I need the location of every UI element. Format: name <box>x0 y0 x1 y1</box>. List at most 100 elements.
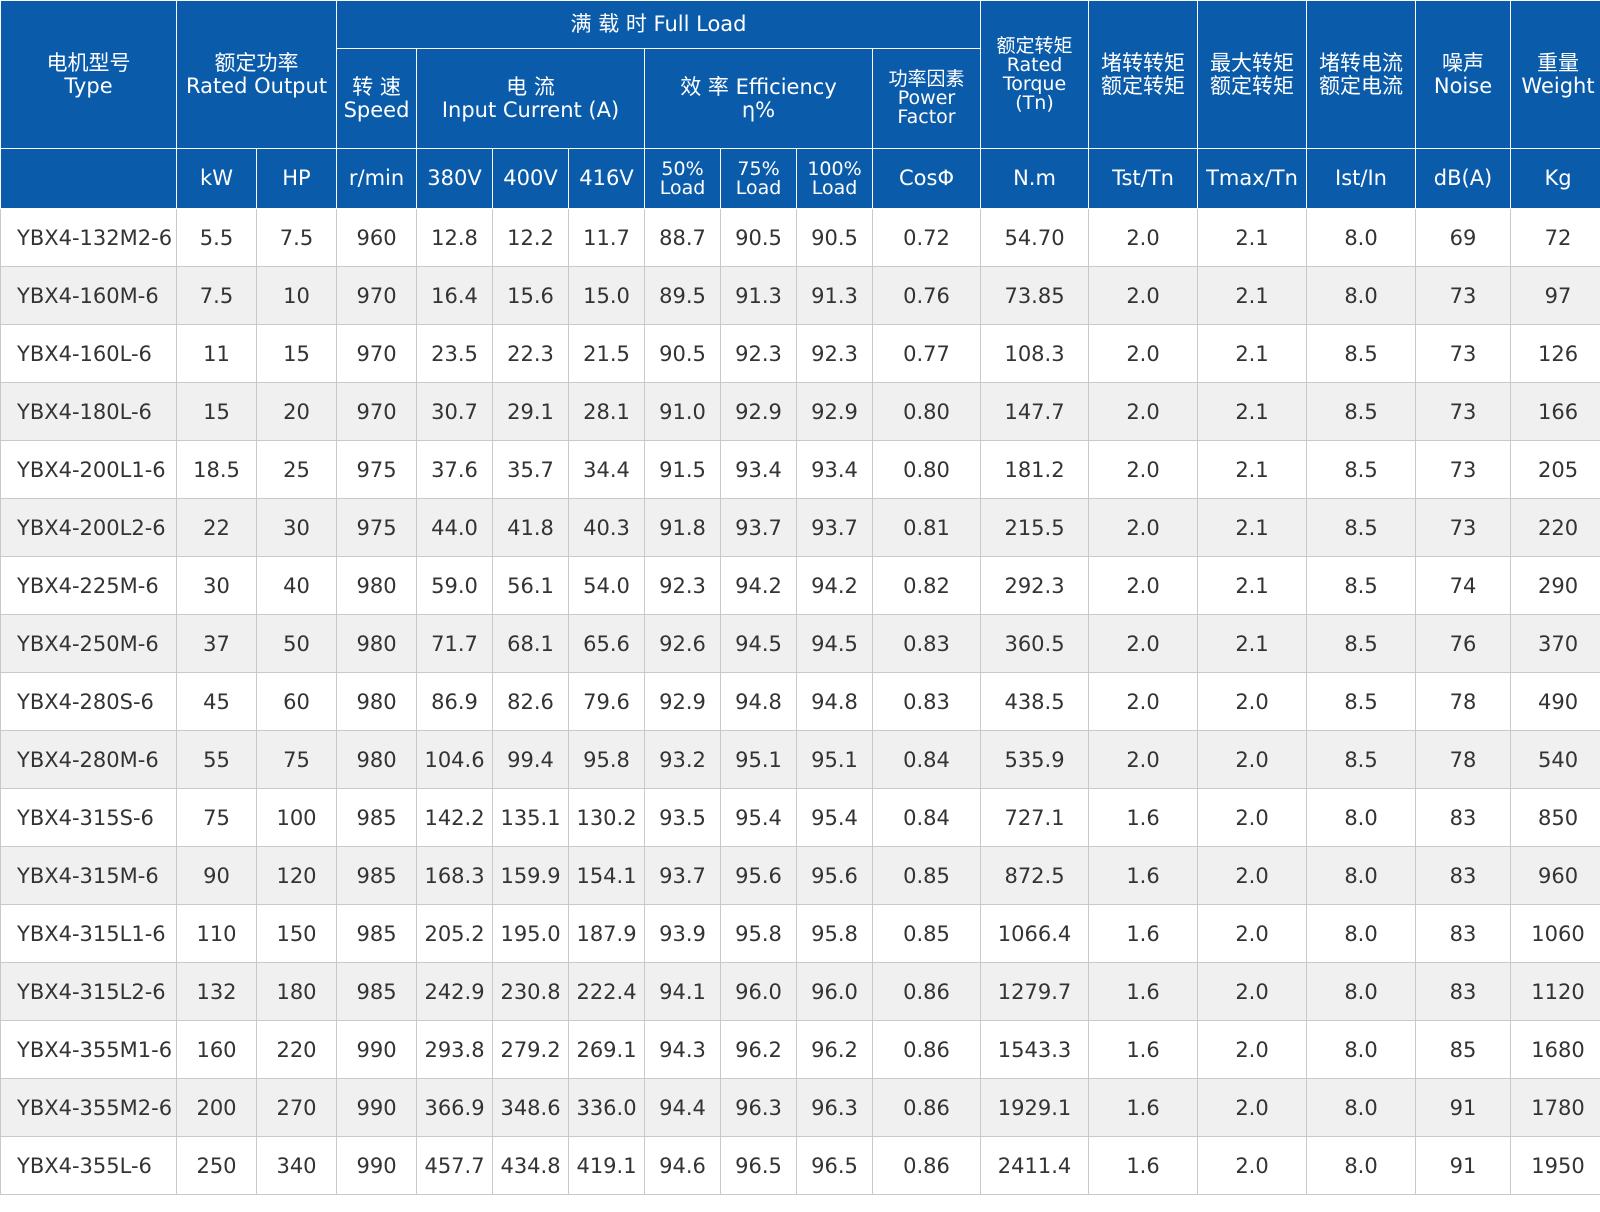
table-cell: 975 <box>336 498 418 557</box>
table-cell: 985 <box>336 962 418 1021</box>
cell-type: YBX4-200L2-6 <box>0 498 177 557</box>
table-cell: 370 <box>1510 614 1600 673</box>
table-cell: 2.0 <box>1197 962 1308 1021</box>
cell-type: YBX4-132M2-6 <box>0 208 177 267</box>
unit-load-75: 75% Load <box>720 148 798 209</box>
unit-db: dB(A) <box>1415 148 1512 209</box>
table-row: YBX4-225M-6 30 40 980 59.0 56.1 54.0 92.3 94.2 94… <box>0 556 1600 615</box>
table-cell: 96.2 <box>796 1020 874 1079</box>
table-cell: 10 <box>255 266 338 325</box>
table-cell: 1120 <box>1510 962 1600 1021</box>
table-cell: 147.7 <box>980 382 1090 441</box>
table-cell: 1780 <box>1510 1078 1600 1137</box>
header-efficiency: 效 率 Efficiency η% <box>644 48 874 149</box>
table-cell: 2.0 <box>1088 440 1199 499</box>
table-row: YBX4-355M1-6 160 220 990 293.8 279.2 269.1 94.3… <box>0 1020 1600 1079</box>
table-cell: 95.4 <box>720 788 798 847</box>
table-cell: 28.1 <box>568 382 646 441</box>
header-max-torque: 最大转矩 额定转矩 <box>1197 0 1308 149</box>
table-cell: 980 <box>336 672 418 731</box>
header-full-load: 满 载 时 Full Load <box>336 0 982 49</box>
table-cell: 91 <box>1415 1078 1512 1137</box>
table-cell: 85 <box>1415 1020 1512 1079</box>
table-cell: 2.0 <box>1197 904 1308 963</box>
table-cell: 91.0 <box>644 382 722 441</box>
table-cell: 1950 <box>1510 1136 1600 1195</box>
table-cell: 94.8 <box>796 672 874 731</box>
cell-type: YBX4-315S-6 <box>0 788 177 847</box>
table-cell: 2411.4 <box>980 1136 1090 1195</box>
table-cell: 2.0 <box>1197 1136 1308 1195</box>
table-cell: 195.0 <box>492 904 570 963</box>
table-cell: 980 <box>336 730 418 789</box>
table-cell: 8.5 <box>1306 498 1417 557</box>
table-cell: 2.1 <box>1197 324 1308 383</box>
table-cell: 78 <box>1415 730 1512 789</box>
table-cell: 2.0 <box>1197 846 1308 905</box>
table-cell: 92.3 <box>644 556 722 615</box>
table-cell: 181.2 <box>980 440 1090 499</box>
table-cell: 73.85 <box>980 266 1090 325</box>
table-cell: 1279.7 <box>980 962 1090 1021</box>
table-row: YBX4-160L-6 11 15 970 23.5 22.3 21.5 90.5 92.3 92… <box>0 324 1600 383</box>
table-cell: 23.5 <box>416 324 494 383</box>
table-cell: 540 <box>1510 730 1600 789</box>
unit-kw: kW <box>176 148 257 209</box>
table-cell: 110 <box>176 904 257 963</box>
table-cell: 54.0 <box>568 556 646 615</box>
table-cell: 73 <box>1415 440 1512 499</box>
table-cell: 0.83 <box>872 614 982 673</box>
table-cell: 269.1 <box>568 1020 646 1079</box>
unit-380v: 380V <box>416 148 494 209</box>
table-cell: 180 <box>255 962 338 1021</box>
table-cell: 94.8 <box>720 672 798 731</box>
table-cell: 2.0 <box>1088 730 1199 789</box>
table-cell: 220 <box>1510 498 1600 557</box>
table-cell: 95.1 <box>720 730 798 789</box>
table-row: YBX4-160M-6 7.5 10 970 16.4 15.6 15.0 89.5 91.3 9… <box>0 266 1600 325</box>
table-cell: 187.9 <box>568 904 646 963</box>
cell-type: YBX4-250M-6 <box>0 614 177 673</box>
table-cell: 8.0 <box>1306 846 1417 905</box>
table-row: YBX4-250M-6 37 50 980 71.7 68.1 65.6 92.6 94.5 94… <box>0 614 1600 673</box>
table-cell: 8.0 <box>1306 1078 1417 1137</box>
table-cell: 960 <box>1510 846 1600 905</box>
table-cell: 8.0 <box>1306 208 1417 267</box>
table-cell: 0.76 <box>872 266 982 325</box>
table-cell: 242.9 <box>416 962 494 1021</box>
table-cell: 100 <box>255 788 338 847</box>
header-rated-output: 额定功率 Rated Output <box>175 0 338 149</box>
table-cell: 154.1 <box>568 846 646 905</box>
table-cell: 91.5 <box>644 440 722 499</box>
table-cell: 1.6 <box>1088 1020 1199 1079</box>
table-cell: 83 <box>1415 904 1512 963</box>
cell-type: YBX4-180L-6 <box>0 382 177 441</box>
units-row: kW HP r/min 380V 400V 416V 50% Load 75% … <box>0 148 1600 209</box>
table-cell: 90.5 <box>796 208 874 267</box>
table-cell: 60 <box>255 672 338 731</box>
header-noise: 噪声 Noise <box>1415 0 1512 149</box>
table-cell: 0.82 <box>872 556 982 615</box>
table-cell: 960 <box>336 208 418 267</box>
table-cell: 94.3 <box>644 1020 722 1079</box>
table-cell: 8.0 <box>1306 1020 1417 1079</box>
table-cell: 293.8 <box>416 1020 494 1079</box>
table-cell: 2.1 <box>1197 614 1308 673</box>
table-cell: 37.6 <box>416 440 494 499</box>
table-cell: 2.0 <box>1088 614 1199 673</box>
table-cell: 73 <box>1415 382 1512 441</box>
table-cell: 2.0 <box>1088 208 1199 267</box>
unit-tst-tn: Tst/Tn <box>1088 148 1199 209</box>
header-locked-rotor-current: 堵转电流 额定电流 <box>1306 0 1417 149</box>
table-cell: 92.9 <box>644 672 722 731</box>
table-cell: 2.0 <box>1088 498 1199 557</box>
table-cell: 69 <box>1415 208 1512 267</box>
cell-type: YBX4-280M-6 <box>0 730 177 789</box>
table-cell: 50 <box>255 614 338 673</box>
table-cell: 96.3 <box>720 1078 798 1137</box>
table-cell: 45 <box>176 672 257 731</box>
table-row: YBX4-132M2-6 5.5 7.5 960 12.8 12.2 11.7 88.7 90.… <box>0 208 1600 267</box>
table-cell: 44.0 <box>416 498 494 557</box>
table-cell: 142.2 <box>416 788 494 847</box>
